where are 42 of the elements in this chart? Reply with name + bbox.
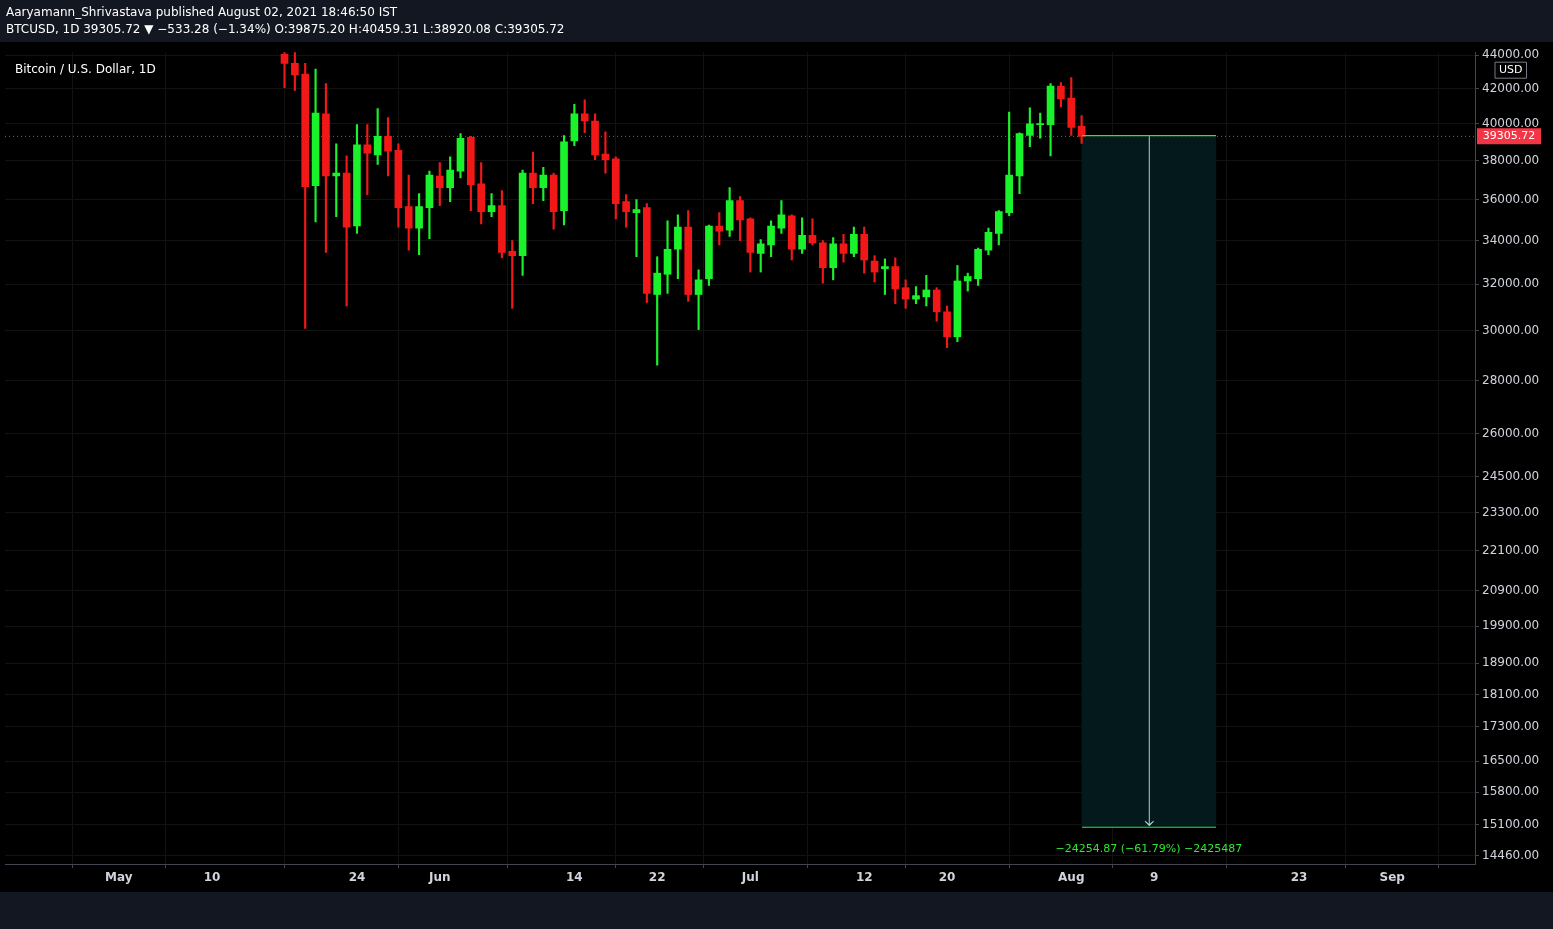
- y-tick-label: 20900.00: [1482, 583, 1540, 598]
- x-tick-label: Aug: [1058, 870, 1085, 885]
- x-tick-label: Jul: [740, 870, 759, 885]
- x-tick-label: 9: [1149, 870, 1159, 885]
- x-tick-label: 24: [348, 870, 366, 885]
- y-tick-label: 42000.00: [1482, 80, 1540, 95]
- text: Bitcoin / U.S. Dollar, 1D: [15, 62, 156, 77]
- y-tick-label: 15800.00: [1482, 784, 1540, 799]
- y-tick-label: 34000.00: [1482, 232, 1540, 247]
- y-tick-label: 15100.00: [1482, 816, 1540, 831]
- chart-subtitle: BTCUSD, 1D 39305.72 ▼ −533.28 (−1.34%) O:39875.20 H:40459.31 L:38920.08 C:39305.72: [6, 21, 566, 38]
- ref-line-label: 39305.72: [1482, 129, 1536, 143]
- y-tick-label: 32000.00: [1482, 276, 1540, 291]
- y-tick-label: 18100.00: [1482, 686, 1540, 701]
- y-tick-label: 23300.00: [1482, 504, 1540, 519]
- y-tick-label: 17300.00: [1482, 719, 1540, 734]
- y-tick-label: 36000.00: [1482, 191, 1540, 206]
- y-tick-label: 30000.00: [1482, 322, 1540, 337]
- y-tick-label: 22100.00: [1482, 542, 1540, 557]
- x-tick-label: Sep: [1379, 870, 1406, 885]
- y-axis-title: USD: [1498, 63, 1523, 77]
- x-tick-label: 12: [855, 870, 873, 885]
- x-tick-label: 22: [648, 870, 666, 885]
- text: Aaryamann_Shrivastava published August 02, 2021 18:46:50 IST: [6, 4, 399, 21]
- y-tick-label: 44000.00: [1482, 47, 1540, 62]
- x-tick-label: 23: [1290, 870, 1308, 885]
- y-tick-label: 24500.00: [1482, 468, 1540, 483]
- x-tick-label: May: [105, 870, 133, 885]
- x-tick-label: Jun: [428, 870, 451, 885]
- y-tick-label: 18900.00: [1482, 655, 1540, 670]
- x-tick-label: 10: [203, 870, 221, 885]
- annotation: −24254.87 (−61.79%) −2425487: [1055, 842, 1243, 856]
- y-tick-label: 14460.00: [1482, 848, 1540, 863]
- y-tick-label: 38000.00: [1482, 152, 1540, 167]
- candlestick: [1036, 112, 1045, 139]
- y-tick-label: 19900.00: [1482, 618, 1540, 633]
- y-tick-label: 40000.00: [1482, 115, 1540, 130]
- y-tick-label: 16500.00: [1482, 753, 1540, 768]
- y-tick-label: 28000.00: [1482, 372, 1540, 387]
- y-tick-label: 26000.00: [1482, 425, 1540, 440]
- x-tick-label: 14: [566, 870, 583, 885]
- x-tick-label: 20: [938, 870, 956, 885]
